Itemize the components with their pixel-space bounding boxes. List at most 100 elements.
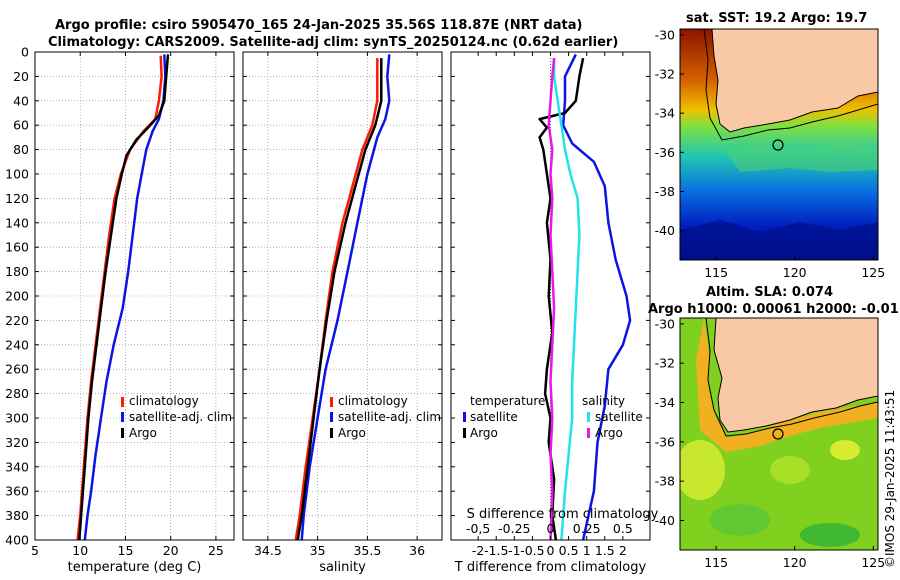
x-tick-label: -1 [508, 543, 520, 558]
map-y-tick-label: -36 [655, 434, 675, 449]
sla-map: Altim. SLA: 0.074 Argo h1000: 0.00061 h2… [648, 285, 899, 570]
y-tick-label: 300 [5, 411, 29, 426]
legend-label-s-argo: Argo [595, 426, 623, 440]
map-y-tick-label: -40 [655, 223, 675, 238]
y-tick-label: 200 [5, 289, 29, 304]
difference-panel: -2 -1.5 -1 -0.5 0 0.5 1 1.5 2 T difference from c… [450, 51, 659, 575]
y-tick-label: 340 [5, 459, 29, 474]
y-tick-label: 400 [5, 533, 29, 548]
legend-swatch-s-satellite [587, 412, 590, 422]
legend-swatch-climatology [330, 397, 333, 407]
map-x-tick-label: 125 [861, 265, 885, 280]
sla-land [713, 318, 878, 433]
legend-label-climatology: climatology [129, 394, 199, 408]
legend-title-salinity: salinity [582, 394, 625, 408]
map-x-tick-label: 115 [704, 555, 728, 570]
sla-patch [680, 440, 725, 500]
sla-map-subtitle: Argo h1000: 0.00061 h2000: -0.01 [648, 302, 899, 317]
series-line-argo [78, 54, 170, 540]
sst-map-title: sat. SST: 19.2 Argo: 19.7 [686, 11, 867, 26]
x-tick-label: 34.5 [254, 543, 282, 558]
x-tick-label: 20 [163, 543, 179, 558]
x-tick-label: 36 [409, 543, 425, 558]
x-tick-label: 10 [72, 543, 88, 558]
legend-swatch-satellite [330, 412, 333, 422]
difference-legend: temperature satellite Argo salinity sate… [463, 394, 643, 440]
legend-swatch-t-satellite [463, 412, 466, 422]
sla-isobath [705, 318, 878, 437]
legend-swatch-argo [121, 428, 124, 438]
map-y-tick-label: -30 [655, 27, 675, 42]
series-line-climatology [294, 58, 379, 540]
y-tick-label: 140 [5, 215, 29, 230]
sst-warm-patch [725, 142, 878, 172]
x-tick-label: 5 [31, 543, 39, 558]
series-line-t-argo [538, 57, 585, 540]
legend-label-satellite: satellite-adj. clim [129, 410, 232, 424]
legend-swatch-s-argo [587, 428, 590, 438]
series-line-s-satellite [552, 58, 581, 540]
legend-label-s-satellite: satellite [595, 410, 643, 424]
legend-label-t-satellite: satellite [470, 410, 518, 424]
y-tick-label: 40 [13, 93, 29, 108]
series-line-t-satellite [561, 53, 632, 540]
x-tick-label: -2 [472, 543, 484, 558]
sla-coastal-band [696, 318, 878, 452]
sla-patch [770, 456, 810, 484]
salinity-panel: 34.5 35 35.5 36 salinity [242, 51, 443, 575]
legend-label-argo: Argo [338, 426, 366, 440]
y-tick-label: 280 [5, 386, 29, 401]
y-tick-label: 380 [5, 508, 29, 523]
sst-frame [679, 28, 879, 261]
x-tick-label: -1.5 [484, 543, 508, 558]
s-tick-label: 0.5 [613, 521, 633, 536]
figure-title-line1: Argo profile: csiro 5905470_165 24-Jan-2… [55, 18, 582, 33]
legend-swatch-t-argo [463, 428, 466, 438]
legend-title-temperature: temperature [470, 394, 545, 408]
x-axis-label: salinity [319, 560, 366, 575]
y-tick-label: 220 [5, 313, 29, 328]
series-line-satellite-adj-clim [300, 54, 391, 540]
legend-swatch-argo [330, 428, 333, 438]
y-tick-label: 20 [13, 69, 29, 84]
sla-frame [679, 317, 879, 551]
timestamp-stamp: ©IMOS 29-Jan-2025 11:43:51 [883, 390, 897, 568]
y-tick-label: 120 [5, 191, 29, 206]
sst-map: sat. SST: 19.2 Argo: 19.7 115 120 125 -30 -3… [655, 11, 886, 280]
y-tick-label: 100 [5, 167, 29, 182]
x-tick-label: 1.5 [595, 543, 615, 558]
x-axis-label: temperature (deg C) [68, 560, 202, 575]
s-axis-label: S difference from climatology [467, 507, 659, 522]
map-x-tick-label: 120 [783, 265, 807, 280]
map-y-tick-label: -30 [655, 316, 675, 331]
y-tick-label: 360 [5, 484, 29, 499]
map-y-tick-label: -36 [655, 145, 675, 160]
map-x-tick-label: 120 [783, 555, 807, 570]
x-tick-label: 35 [310, 543, 326, 558]
x-axis-label: T difference from climatology [454, 560, 647, 575]
x-tick-label: 2 [619, 543, 627, 558]
sla-map-title: Altim. SLA: 0.074 [706, 285, 833, 300]
sst-cool-patch [680, 220, 878, 260]
sla-patch [800, 523, 860, 547]
s-tick-label: 0.25 [573, 521, 601, 536]
legend-label-climatology: climatology [338, 394, 408, 408]
sst-land [711, 29, 878, 133]
sst-isobath [703, 29, 878, 141]
temperature-panel: 5 10 15 20 25 0 20 40 60 80 100 120 140 160 180 200 220 2… [5, 45, 235, 575]
y-tick-label: 160 [5, 240, 29, 255]
map-y-tick-label: -34 [655, 106, 675, 121]
y-tick-label: 320 [5, 435, 29, 450]
y-tick-label: 260 [5, 362, 29, 377]
y-tick-label: 60 [13, 118, 29, 133]
x-tick-label: 0 [547, 543, 555, 558]
sla-argo-marker [772, 428, 784, 440]
legend-swatch-satellite [121, 412, 124, 422]
map-y-tick-label: -40 [655, 513, 675, 528]
y-tick-label: 240 [5, 337, 29, 352]
figure-title-line2: Climatology: CARS2009. Satellite-adj cli… [48, 35, 618, 50]
map-y-tick-label: -34 [655, 395, 675, 410]
x-tick-label: 0.5 [559, 543, 579, 558]
legend-label-satellite: satellite-adj. clim [338, 410, 441, 424]
